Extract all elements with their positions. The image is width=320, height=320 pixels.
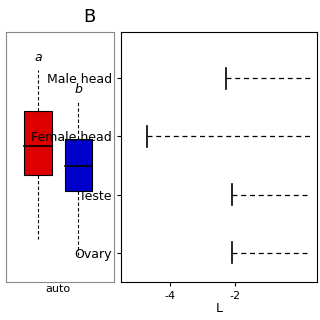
X-axis label: L: L	[216, 302, 223, 315]
Bar	[24, 111, 52, 175]
Bar	[65, 139, 92, 191]
Text: B: B	[83, 8, 95, 26]
Text: b: b	[75, 83, 82, 96]
Text: a: a	[34, 51, 42, 64]
